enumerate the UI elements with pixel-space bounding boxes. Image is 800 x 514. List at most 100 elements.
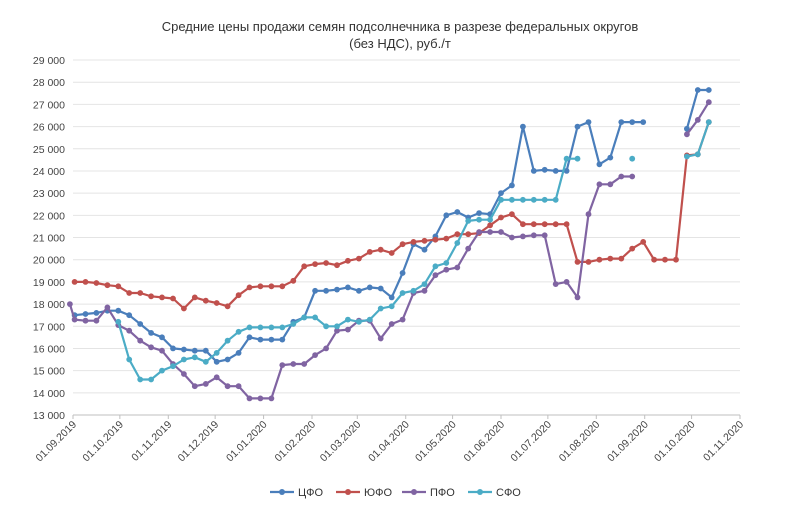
legend-swatch-marker bbox=[279, 489, 285, 495]
data-point bbox=[399, 241, 406, 248]
data-point bbox=[82, 317, 89, 324]
y-tick-label: 29 000 bbox=[33, 55, 65, 67]
data-point bbox=[684, 153, 690, 160]
data-point bbox=[279, 324, 286, 331]
data-point bbox=[705, 87, 712, 93]
legend-label: ЮФО bbox=[364, 487, 392, 499]
y-tick-label: 24 000 bbox=[33, 166, 65, 178]
data-point bbox=[432, 263, 439, 270]
data-point bbox=[476, 229, 482, 235]
y-tick-label: 13 000 bbox=[33, 410, 65, 422]
data-point bbox=[356, 287, 362, 294]
y-tick-label: 20 000 bbox=[33, 255, 65, 267]
data-point bbox=[498, 196, 504, 203]
data-point bbox=[520, 221, 526, 228]
data-point bbox=[465, 218, 472, 224]
data-point bbox=[334, 262, 340, 269]
data-point bbox=[323, 260, 329, 266]
data-point bbox=[530, 196, 537, 203]
data-point bbox=[694, 117, 701, 123]
data-point bbox=[596, 181, 603, 188]
data-point bbox=[137, 376, 144, 383]
data-point bbox=[465, 231, 472, 238]
data-point bbox=[126, 312, 133, 319]
data-point bbox=[334, 323, 340, 330]
legend-label: ЦФО bbox=[298, 487, 324, 499]
data-point bbox=[71, 279, 78, 285]
data-point bbox=[82, 279, 89, 285]
data-point bbox=[148, 330, 155, 336]
y-axis: 13 000 14 000 15 000 16 000 17 000 18 000 19 0… bbox=[33, 55, 65, 422]
data-point bbox=[170, 345, 176, 352]
legend-item: ЮФО bbox=[336, 487, 392, 499]
data-point bbox=[377, 335, 384, 342]
data-point bbox=[213, 300, 220, 306]
data-point bbox=[191, 294, 198, 301]
data-point bbox=[421, 237, 428, 244]
y-tick-label: 16 000 bbox=[33, 343, 65, 355]
data-point bbox=[410, 239, 417, 245]
data-point bbox=[137, 337, 144, 344]
y-tick-label: 25 000 bbox=[33, 144, 65, 156]
data-point bbox=[213, 374, 220, 381]
data-point bbox=[629, 245, 636, 252]
data-point bbox=[607, 255, 614, 262]
chart-subtitle: (без НДС), руб./т bbox=[349, 36, 451, 51]
data-point bbox=[585, 211, 592, 218]
data-point bbox=[607, 154, 614, 161]
data-point bbox=[618, 119, 625, 125]
data-point bbox=[399, 316, 406, 323]
data-point bbox=[443, 212, 450, 219]
data-point bbox=[454, 231, 461, 238]
data-point bbox=[541, 196, 548, 203]
data-point bbox=[552, 196, 559, 203]
data-point bbox=[67, 301, 73, 307]
y-tick-label: 26 000 bbox=[33, 122, 65, 134]
x-tick-label: 01.08.2020 bbox=[557, 419, 603, 465]
data-point bbox=[356, 255, 362, 262]
data-point bbox=[235, 350, 242, 356]
data-point bbox=[257, 395, 264, 402]
data-point bbox=[312, 261, 318, 267]
data-point bbox=[170, 363, 176, 370]
y-tick-label: 14 000 bbox=[33, 388, 65, 400]
data-point bbox=[421, 246, 428, 253]
data-point bbox=[137, 321, 144, 327]
data-point bbox=[574, 155, 581, 162]
data-point bbox=[279, 283, 286, 290]
data-point bbox=[541, 232, 548, 239]
data-point bbox=[224, 383, 231, 390]
data-point bbox=[509, 234, 515, 241]
data-point bbox=[629, 173, 636, 180]
data-point bbox=[498, 190, 504, 197]
data-point bbox=[454, 264, 461, 271]
data-point bbox=[454, 209, 461, 215]
y-tick-label: 21 000 bbox=[33, 233, 65, 245]
data-point bbox=[454, 240, 461, 246]
y-tick-label: 19 000 bbox=[33, 277, 65, 289]
series-line bbox=[117, 157, 578, 381]
legend-item: СФО bbox=[468, 487, 521, 499]
data-point bbox=[443, 260, 450, 266]
data-point bbox=[257, 336, 264, 343]
data-point bbox=[181, 346, 187, 353]
data-point bbox=[202, 347, 209, 354]
data-point bbox=[290, 361, 297, 367]
data-point bbox=[323, 323, 329, 330]
x-tick-label: 01.05.2020 bbox=[413, 419, 459, 465]
data-point bbox=[651, 256, 657, 263]
data-point bbox=[126, 290, 133, 296]
data-point bbox=[191, 354, 198, 361]
data-point bbox=[312, 314, 318, 321]
data-point bbox=[694, 151, 701, 158]
series-group bbox=[67, 87, 712, 402]
data-point bbox=[191, 383, 198, 390]
data-point bbox=[159, 367, 165, 374]
data-point bbox=[629, 119, 636, 125]
data-point bbox=[705, 119, 712, 125]
data-point bbox=[334, 286, 340, 293]
data-point bbox=[191, 347, 198, 354]
data-point bbox=[213, 358, 220, 365]
data-point bbox=[388, 321, 395, 327]
data-point bbox=[705, 99, 712, 106]
